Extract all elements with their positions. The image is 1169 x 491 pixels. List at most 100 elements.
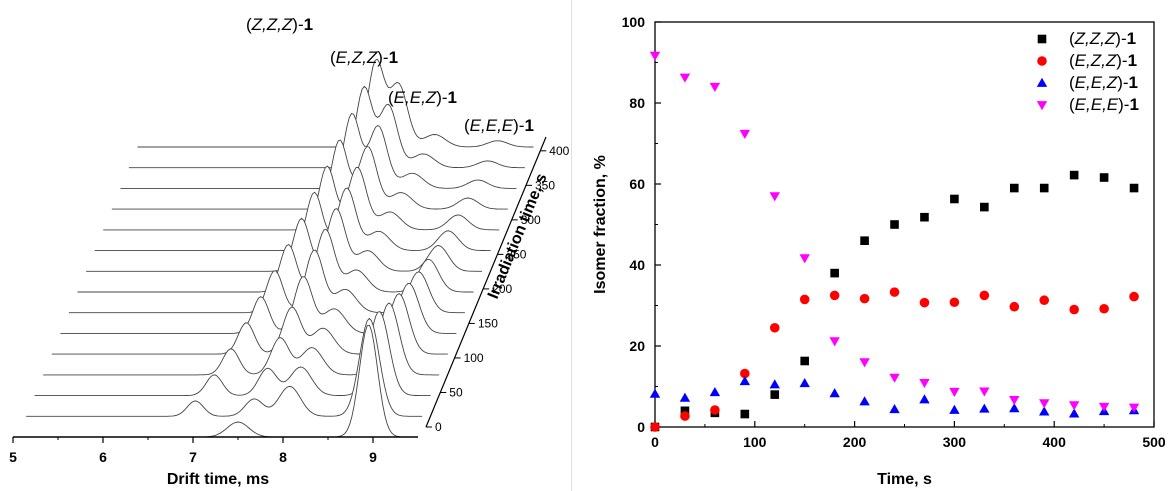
data-point [800, 356, 809, 366]
data-point [949, 387, 960, 397]
y-tick-label: 20 [629, 338, 645, 354]
peak-label: (E,E,E)-1 [464, 116, 534, 135]
data-point [919, 394, 930, 404]
z-tick-label: 350 [535, 178, 555, 192]
data-point [890, 220, 899, 229]
data-point [799, 378, 810, 388]
data-point [889, 403, 900, 414]
data-point [919, 378, 930, 389]
data-point [1098, 402, 1110, 412]
data-point [830, 268, 839, 278]
spectrum-trace [120, 112, 517, 189]
data-point [1039, 406, 1050, 416]
y-tick-label: 40 [629, 257, 645, 273]
data-point [679, 73, 691, 83]
x-tick-label: 0 [651, 434, 659, 450]
data-point [949, 297, 960, 308]
legend-marker [1036, 101, 1048, 111]
data-point [1009, 403, 1020, 413]
legend-marker [1037, 34, 1047, 44]
data-point [860, 236, 869, 245]
series-0 [650, 170, 1139, 432]
data-point [739, 376, 751, 386]
x-axis-title: Drift time, ms [167, 471, 269, 488]
data-point [1129, 183, 1139, 193]
data-point [1009, 395, 1020, 406]
legend-entry: (Z,Z,Z)-1 [1069, 29, 1136, 48]
panel-divider [571, 0, 572, 491]
data-point [709, 82, 721, 92]
x-tick-label: 6 [99, 449, 107, 465]
legend-entry: (E,Z,Z)-1 [1069, 51, 1137, 70]
z-tick-label: 200 [492, 282, 512, 296]
data-point [769, 379, 780, 389]
y-tick-label: 80 [629, 95, 645, 111]
x-tick-label: 9 [369, 449, 377, 465]
data-point [740, 368, 750, 379]
x-tick-label: 200 [843, 434, 867, 450]
legend-entry: (E,E,Z)-1 [1069, 73, 1138, 92]
data-point [979, 290, 990, 301]
z-tick-label: 250 [506, 247, 526, 261]
z-tick-label: 400 [549, 144, 569, 158]
data-point [980, 202, 989, 212]
y-tick-label: 60 [629, 176, 645, 192]
data-point [1069, 304, 1079, 315]
data-point [710, 405, 720, 415]
data-point [740, 409, 750, 419]
spectrum-trace [111, 139, 508, 210]
data-point [769, 322, 780, 333]
data-point [859, 396, 870, 406]
data-point [1129, 291, 1139, 302]
data-point [709, 386, 721, 397]
data-point [1039, 183, 1049, 193]
z-tick-label: 0 [435, 420, 442, 434]
peak-label: (E,Z,Z)-1 [330, 48, 398, 67]
data-point [649, 51, 661, 61]
legend-entry: (E,E,E)-1 [1069, 95, 1139, 114]
data-point [1039, 295, 1050, 306]
data-point [1068, 408, 1080, 418]
legend-marker [1037, 56, 1047, 66]
x-tick-label: 500 [1142, 434, 1166, 450]
data-point [1128, 403, 1140, 413]
x-tick-label: 100 [743, 434, 767, 450]
data-point [950, 194, 959, 204]
z-tick-label: 50 [449, 385, 463, 399]
data-point [919, 297, 930, 308]
data-point [769, 192, 780, 202]
series-3 [649, 51, 1140, 413]
data-point [1009, 301, 1020, 312]
data-point [679, 392, 691, 402]
peak-label: (Z,Z,Z)-1 [246, 15, 313, 34]
data-point [799, 254, 810, 264]
data-point [829, 337, 840, 347]
data-point [650, 422, 660, 432]
data-point [1099, 173, 1109, 182]
data-point [1009, 183, 1019, 193]
data-point [680, 411, 690, 421]
peak-label: (E,E,Z)-1 [388, 88, 457, 107]
data-point [979, 403, 990, 413]
data-point [889, 287, 900, 297]
z-tick-label: 300 [521, 213, 541, 227]
data-point [859, 358, 870, 368]
scatter-chart: 0 100 200 300 400 500 0 20 40 60 80 100 Time, s Isome… [592, 14, 1166, 488]
waterfall-chart: 5 6 7 8 9 Drift time, ms 0 50 100 150 200 250 300 350… [9, 15, 570, 488]
x-tick-label: 400 [1043, 434, 1067, 450]
x-tick-label: 5 [9, 449, 17, 465]
legend-marker [1036, 77, 1048, 87]
data-point [920, 212, 929, 222]
data-point [1099, 303, 1109, 314]
data-point [799, 294, 810, 305]
data-point [889, 373, 900, 383]
z-tick-label: 150 [478, 316, 498, 330]
series-2 [649, 376, 1140, 418]
data-point [1039, 399, 1050, 409]
data-point [949, 404, 960, 414]
data-point [770, 390, 780, 399]
data-point [649, 388, 661, 398]
z-axis-title: Irradiation time, s [485, 171, 551, 301]
series-1 [650, 287, 1139, 432]
data-point [829, 388, 840, 398]
